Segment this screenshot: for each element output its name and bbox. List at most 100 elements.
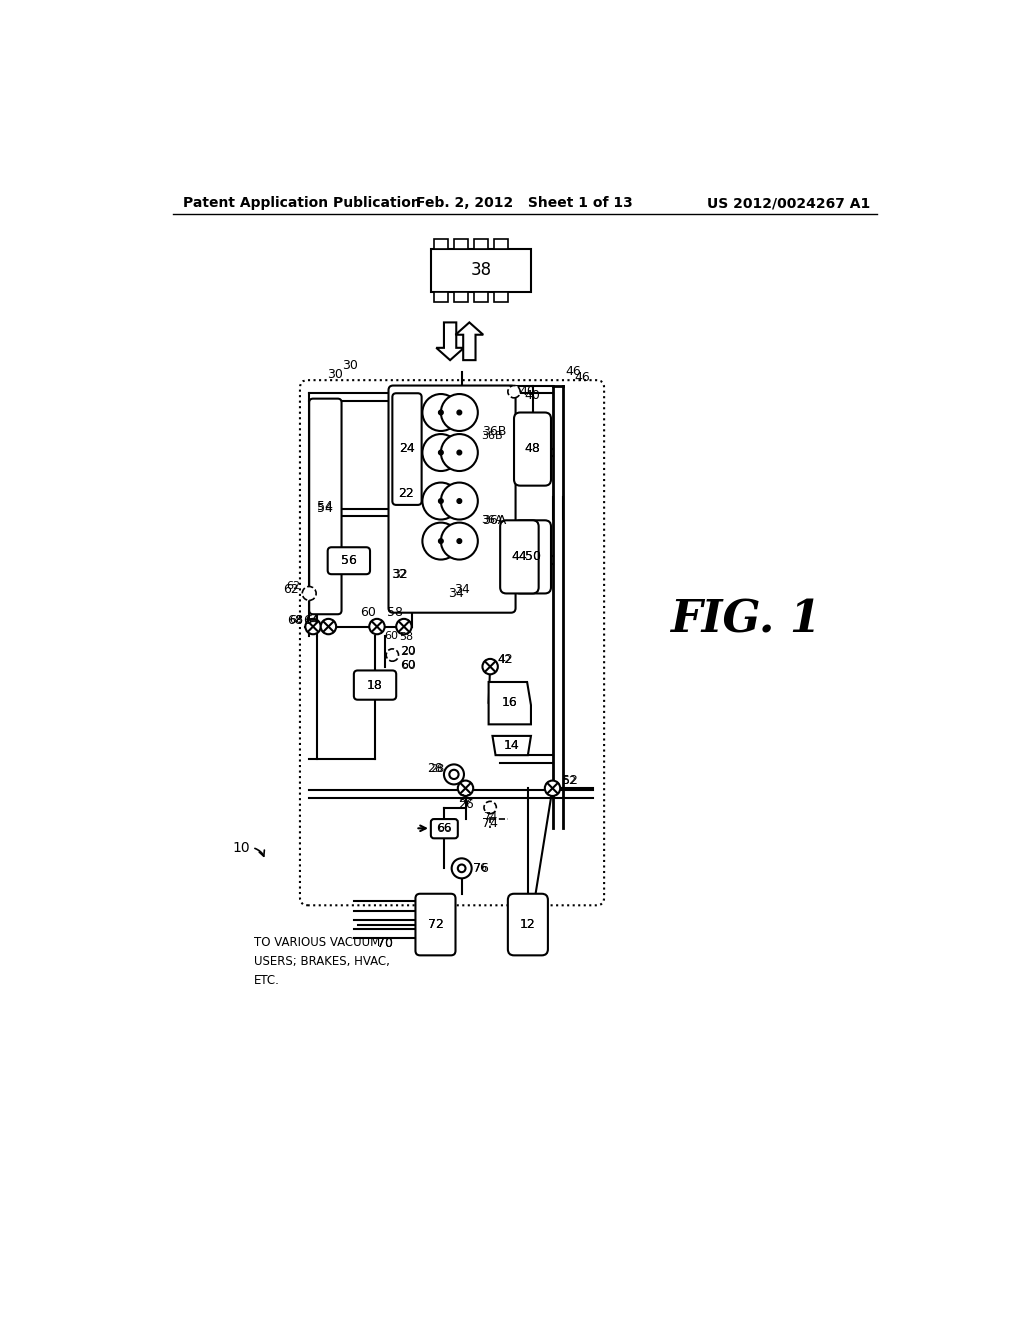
Circle shape <box>444 764 464 784</box>
Circle shape <box>422 434 460 471</box>
Text: 14: 14 <box>504 739 519 751</box>
Text: 36A: 36A <box>481 515 503 525</box>
Text: 28: 28 <box>427 762 443 775</box>
Text: 56: 56 <box>341 554 356 566</box>
Text: 26: 26 <box>458 799 473 812</box>
Text: 72: 72 <box>428 917 443 931</box>
Polygon shape <box>488 682 531 725</box>
Circle shape <box>441 393 478 430</box>
Text: 60: 60 <box>359 606 376 619</box>
Circle shape <box>396 619 412 635</box>
Bar <box>434 239 447 249</box>
Text: 18: 18 <box>367 678 383 692</box>
Circle shape <box>545 780 560 796</box>
Text: 60: 60 <box>400 659 416 672</box>
Text: 20: 20 <box>401 647 416 656</box>
Text: 46: 46 <box>565 364 582 378</box>
Text: 32: 32 <box>392 568 409 581</box>
Circle shape <box>386 649 398 661</box>
Text: 64: 64 <box>305 615 319 626</box>
Text: 52: 52 <box>562 774 578 787</box>
Text: 16: 16 <box>502 696 517 709</box>
Text: 30: 30 <box>342 359 358 372</box>
Text: 22: 22 <box>398 487 414 500</box>
Bar <box>454 239 468 249</box>
Circle shape <box>457 450 462 455</box>
Text: 26: 26 <box>459 795 472 804</box>
Circle shape <box>452 858 472 878</box>
Text: 76: 76 <box>473 862 489 875</box>
FancyBboxPatch shape <box>514 412 551 486</box>
Circle shape <box>441 483 478 520</box>
Text: 22: 22 <box>398 487 414 500</box>
Text: 70: 70 <box>377 937 392 950</box>
Text: 54: 54 <box>317 500 333 513</box>
Circle shape <box>422 483 460 520</box>
Text: 24: 24 <box>399 442 415 455</box>
Text: 48: 48 <box>524 442 541 455</box>
Text: 74: 74 <box>482 817 498 830</box>
Circle shape <box>458 865 466 873</box>
Text: 60: 60 <box>401 660 416 671</box>
Text: 34: 34 <box>454 583 470 597</box>
Text: 44: 44 <box>512 550 527 564</box>
Text: 12: 12 <box>520 917 536 931</box>
Text: 30: 30 <box>327 367 343 380</box>
FancyBboxPatch shape <box>416 894 456 956</box>
Text: Feb. 2, 2012   Sheet 1 of 13: Feb. 2, 2012 Sheet 1 of 13 <box>417 197 633 210</box>
FancyBboxPatch shape <box>514 520 551 594</box>
Circle shape <box>438 539 443 544</box>
Text: 54: 54 <box>317 502 333 515</box>
Text: 62: 62 <box>286 581 300 591</box>
Polygon shape <box>456 322 483 360</box>
Circle shape <box>441 523 478 560</box>
Text: 42: 42 <box>498 653 514 667</box>
Circle shape <box>438 450 443 455</box>
Text: 62: 62 <box>283 583 298 597</box>
Circle shape <box>484 801 497 813</box>
Text: 40: 40 <box>524 389 541 403</box>
FancyBboxPatch shape <box>392 393 422 506</box>
Text: 34: 34 <box>449 587 464 601</box>
Circle shape <box>457 539 462 544</box>
Text: 50: 50 <box>524 550 541 564</box>
Circle shape <box>438 499 443 503</box>
Text: 66: 66 <box>437 824 451 833</box>
Circle shape <box>422 393 460 430</box>
Bar <box>431 249 531 292</box>
FancyBboxPatch shape <box>354 671 396 700</box>
Text: 58: 58 <box>399 632 414 643</box>
Text: 42: 42 <box>498 656 512 665</box>
Circle shape <box>457 499 462 503</box>
Text: 40: 40 <box>519 385 536 399</box>
Text: 64: 64 <box>303 614 318 627</box>
Text: 24: 24 <box>399 442 415 455</box>
Text: 70: 70 <box>377 937 392 950</box>
Text: 38: 38 <box>470 261 492 280</box>
Text: Patent Application Publication: Patent Application Publication <box>183 197 421 210</box>
Circle shape <box>370 619 385 635</box>
FancyBboxPatch shape <box>508 894 548 956</box>
Text: 46: 46 <box>574 371 591 384</box>
Text: 32: 32 <box>391 568 407 581</box>
FancyBboxPatch shape <box>388 385 515 612</box>
Bar <box>474 239 487 249</box>
Text: 76: 76 <box>473 863 487 874</box>
Text: 36B: 36B <box>481 425 506 438</box>
Circle shape <box>305 619 321 635</box>
Text: 12: 12 <box>520 917 536 931</box>
Text: 20: 20 <box>400 644 416 657</box>
Text: 10: 10 <box>232 841 250 854</box>
Text: 18: 18 <box>367 678 383 692</box>
Text: 68: 68 <box>287 614 303 627</box>
Circle shape <box>508 385 520 397</box>
Bar <box>494 239 508 249</box>
Circle shape <box>438 411 443 414</box>
Text: 68: 68 <box>290 615 304 626</box>
Text: 14: 14 <box>504 739 519 751</box>
Circle shape <box>302 586 316 601</box>
Text: 44: 44 <box>512 550 527 564</box>
Polygon shape <box>436 322 464 360</box>
Bar <box>474 292 487 302</box>
Text: FIG. 1: FIG. 1 <box>670 599 820 642</box>
